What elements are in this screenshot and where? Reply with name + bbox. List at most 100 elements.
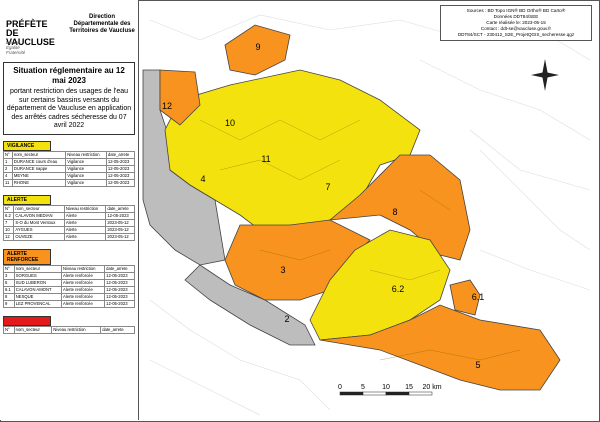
cell: SORGUES [13, 271, 63, 280]
cell: Alerte renforcée [61, 299, 106, 308]
cell: 12-05-2023 [105, 178, 136, 187]
legend-table: ALERTE N° nom_secteur Niveau restriction dat… [2, 194, 135, 241]
cell: Alerte renforcée [61, 271, 106, 280]
cell: 4 [3, 171, 13, 180]
cell: 12-05-2023 [104, 299, 135, 308]
level-band: CRISE [3, 315, 51, 326]
sources-box: Sources : BD Topo IGN® BD Ortho® BD Cart… [440, 5, 592, 41]
column-header: N° [3, 264, 15, 273]
scale-label: 15 [405, 384, 413, 391]
zone-label: 5 [475, 360, 480, 370]
zone-label: 8 [392, 207, 397, 217]
zone-label: 3 [280, 265, 285, 275]
zone-label: 6.1 [472, 292, 485, 302]
cell: AYGUES [13, 225, 65, 234]
cell: 12-05-2023 [104, 292, 135, 301]
table: N° nom_secteur Niveau restriction date_arre… [3, 150, 136, 187]
cell: Vigilance [65, 178, 107, 187]
service: Direction Départementale des Territoires… [69, 14, 135, 34]
cell: RHONE [11, 178, 67, 187]
scale-label: 0 [338, 384, 342, 391]
cell: 2023-05-12 [105, 225, 135, 234]
scale-label: 5 [361, 384, 365, 391]
row: 6.2 CALAVON MEDIAN Alerte 12-05-2023 [2, 211, 135, 220]
column-header: Niveau restriction [61, 264, 106, 273]
motto-line: Égalité [6, 45, 20, 50]
cell: 6.1 [3, 285, 15, 294]
row: 2 DURANCE nappe Vigilance 12-05-2023 [3, 164, 136, 173]
motto-line: Fraternité [6, 50, 26, 55]
cell: DURANCE nappe [11, 164, 67, 173]
cell: DURANCE cours d'eau [11, 157, 67, 166]
cell: Vigilance [65, 171, 107, 180]
cell: 12-05-2023 [105, 171, 136, 180]
column-header: date_arrete [100, 325, 135, 334]
zone-alerte-renforcee [319, 304, 561, 391]
level-band: ALERTE [3, 194, 51, 205]
table: N° nom_secteur Niveau restriction date_arre… [3, 264, 135, 308]
zone-alerte-renforcee [224, 24, 291, 76]
prefecture: PRÉFÈTE DE VAUCLUSE [6, 19, 55, 47]
column-header: N° [3, 150, 13, 159]
scale-segment [385, 391, 410, 396]
row: 5 SUD LUBERON Alerte renforcée 12-05-2023 [3, 278, 135, 287]
cell: 2023-05-12 [105, 232, 135, 241]
title-box: Situation réglementaire au 12 mai 2023 p… [3, 62, 135, 135]
zone-label: 11 [261, 154, 270, 164]
cell: Alerte renforcée [61, 285, 106, 294]
cell: Alerte renforcée [61, 292, 106, 301]
zone-vigilance [184, 264, 316, 346]
cell: 5 [3, 278, 15, 287]
legend-table: ALERTE RENFORCEE N° nom_secteur Niveau rest… [3, 248, 135, 308]
row: 9 LEZ PROVENCAL Alerte renforcée 12-05-2023 [3, 299, 135, 308]
scale-label: 10 [382, 384, 390, 391]
cell: SUD LUBERON [13, 278, 63, 287]
column-header: nom_secteur [11, 150, 67, 159]
cell: 2023-05-12 [105, 218, 135, 227]
row: 11 RHONE Vigilance 12-05-2023 [3, 178, 136, 187]
motto: Liberté Égalité Fraternité [6, 40, 25, 55]
cell: Alerte [63, 218, 107, 227]
column-header: date_arrete [105, 204, 135, 213]
zone-alerte-renforcee [159, 69, 201, 126]
column-header: nom_secteur [13, 204, 65, 213]
level-band: VIGILANCE [3, 140, 51, 151]
legend-panel: PRÉFÈTE DE VAUCLUSE Liberté Égalité Frat… [0, 0, 139, 420]
cell: S-O du Mont Ventoux [13, 218, 65, 227]
cell: Alerte renforcée [61, 278, 106, 287]
row: 1 DURANCE cours d'eau Vigilance 12-05-2023 [3, 157, 136, 166]
header-row: N° nom_secteur Niveau restriction date_arre… [2, 204, 135, 213]
scale-segment [362, 391, 387, 396]
cell: CALAVON AMONT [13, 285, 63, 294]
header-row: N° nom_secteur Niveau restriction date_arre… [3, 325, 135, 334]
cell: 6.2 [2, 211, 15, 220]
source-line: Carte réalisée le: 2023-05-15 [486, 20, 546, 25]
cell: Alerte [63, 225, 107, 234]
row: 7 S-O du Mont Ventoux Alerte 2023-05-12 [2, 218, 135, 227]
column-header: Niveau restriction [65, 150, 107, 159]
source-line: Données DDT84/SEE [493, 14, 539, 19]
cell: Vigilance [65, 164, 107, 173]
map: 9 12 10 11 4 7 8 3 6.2 6.1 2 5 0 5 10 15 20 … [142, 14, 591, 416]
cell: Vigilance [65, 157, 107, 166]
header: PRÉFÈTE DE VAUCLUSE Liberté Égalité Frat… [0, 0, 138, 62]
scale-bar: 0 5 10 15 20 km [338, 384, 442, 396]
zone-label: 4 [200, 174, 205, 184]
commune-boundaries [199, 119, 521, 361]
source-line: Sources : BD Topo IGN® BD Ortho® BD Cart… [466, 8, 566, 13]
north-arrow [531, 59, 559, 91]
column-header: N° [3, 325, 15, 334]
zone-label: 6.2 [392, 284, 405, 294]
legend-table: VIGILANCE N° nom_secteur Niveau restriction… [3, 140, 136, 187]
zone-label: 12 [162, 101, 172, 111]
cell: 12-05-2023 [104, 285, 135, 294]
zone-label: 7 [325, 182, 330, 192]
legend-table: CRISE N° nom_secteur Niveau restriction date… [3, 315, 135, 334]
scale-segment [408, 391, 433, 396]
column-header: date_arrete [105, 150, 136, 159]
cell: Alerte [63, 232, 107, 241]
subtitle: portant restriction des usages de l'eau … [6, 88, 132, 129]
cell: 7 [2, 218, 15, 227]
column-header: nom_secteur [13, 264, 63, 273]
